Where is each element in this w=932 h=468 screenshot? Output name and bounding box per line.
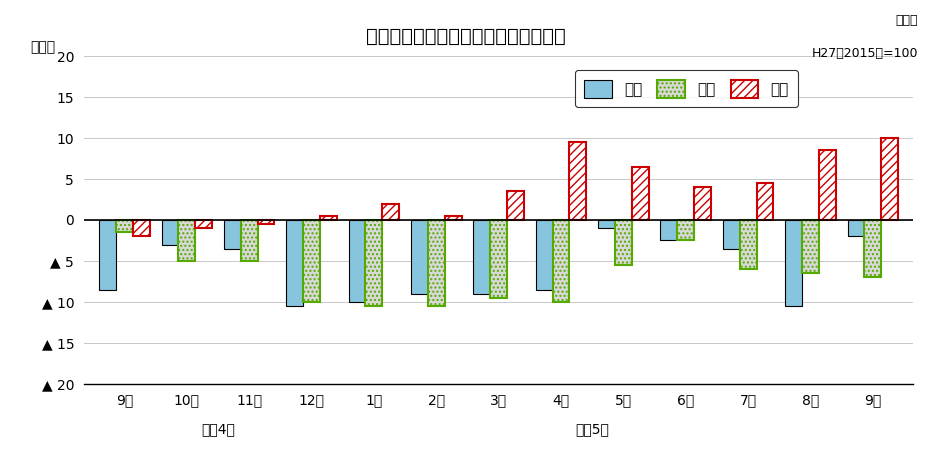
Bar: [257, 220, 274, 224]
Bar: [847, 220, 864, 236]
Bar: [133, 220, 150, 236]
Bar: [598, 220, 615, 228]
Bar: [224, 220, 240, 249]
Bar: [490, 220, 507, 298]
Title: 生産・出荷・在庫の前年同月比の推移: 生産・出荷・在庫の前年同月比の推移: [365, 27, 566, 46]
Bar: [553, 220, 569, 302]
Bar: [819, 150, 836, 220]
Bar: [411, 220, 428, 294]
Bar: [320, 216, 336, 220]
Legend: 生産, 出荷, 在庫: 生産, 出荷, 在庫: [575, 70, 798, 107]
Bar: [303, 220, 320, 302]
Bar: [99, 220, 116, 290]
Text: H27（2015）=100: H27（2015）=100: [812, 47, 918, 60]
Bar: [864, 220, 882, 277]
Bar: [365, 220, 382, 306]
Bar: [286, 220, 303, 306]
Bar: [694, 187, 711, 220]
Bar: [632, 167, 649, 220]
Text: 原指数: 原指数: [896, 14, 918, 27]
Bar: [382, 204, 399, 220]
Bar: [740, 220, 757, 269]
Bar: [507, 191, 524, 220]
Bar: [615, 220, 632, 265]
Bar: [723, 220, 740, 249]
Bar: [785, 220, 802, 306]
Bar: [661, 220, 678, 241]
Bar: [349, 220, 365, 302]
Text: （％）: （％）: [30, 40, 55, 54]
Bar: [802, 220, 819, 273]
Bar: [116, 220, 133, 232]
Bar: [757, 183, 774, 220]
Bar: [473, 220, 490, 294]
Bar: [678, 220, 694, 241]
Bar: [536, 220, 553, 290]
Text: 令和4年: 令和4年: [201, 423, 235, 437]
Bar: [569, 142, 586, 220]
Bar: [428, 220, 445, 306]
Bar: [161, 220, 178, 244]
Bar: [240, 220, 257, 261]
Text: 令和5年: 令和5年: [575, 423, 610, 437]
Bar: [178, 220, 195, 261]
Bar: [882, 138, 898, 220]
Bar: [445, 216, 461, 220]
Bar: [195, 220, 212, 228]
